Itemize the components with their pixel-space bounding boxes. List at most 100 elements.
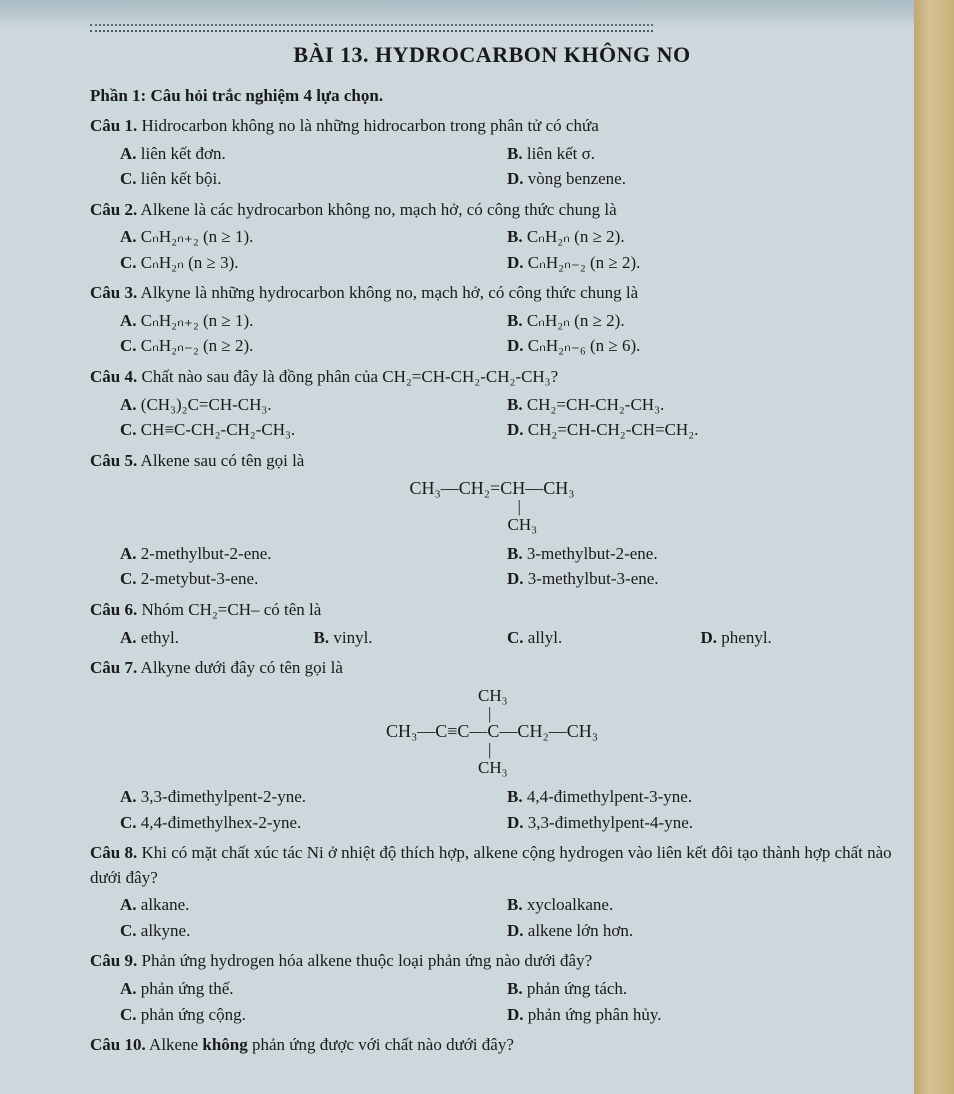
option-text: vinyl. <box>333 628 372 647</box>
option-text: CₙH₂ₙ₋₂ (n ≥ 2). <box>141 336 254 355</box>
chemical-structure: CH₃—CH₂=CH—CH₃ | CH₃ <box>90 479 894 535</box>
option-c: C. 2-metybut-3-ene. <box>120 566 507 592</box>
option-letter: D. <box>701 628 718 647</box>
option-c: C. allyl. <box>507 625 701 651</box>
option-a: A. phản ứng thế. <box>120 976 507 1002</box>
option-letter: C. <box>120 336 137 355</box>
option-letter: A. <box>120 144 137 163</box>
option-letter: D. <box>507 169 524 188</box>
structure-bond: | <box>488 705 598 723</box>
option-text: 3-methylbut-2-ene. <box>527 544 658 563</box>
option-letter: D. <box>507 569 524 588</box>
question-10: Câu 10. Alkene không phản ứng được với c… <box>90 1033 894 1058</box>
lesson-title: BÀI 13. HYDROCARBON KHÔNG NO <box>90 42 894 68</box>
option-text: CₙH₂ₙ (n ≥ 3). <box>141 253 239 272</box>
page-right-edge <box>914 0 954 1094</box>
question-text: Alkyne là những hydrocarbon không no, mạ… <box>137 283 638 302</box>
option-d: D. CₙH₂ₙ₋₆ (n ≥ 6). <box>507 333 894 359</box>
dotted-rule <box>90 30 653 32</box>
options: A. (CH₃)₂C=CH-CH₃. B. CH₂=CH-CH₂-CH₃. C.… <box>120 392 894 443</box>
option-text: phản ứng thế. <box>141 979 234 998</box>
option-text: liên kết bội. <box>141 169 222 188</box>
options: A. phản ứng thế. B. phản ứng tách. C. ph… <box>120 976 894 1027</box>
question-text: Phản ứng hydrogen hóa alkene thuộc loại … <box>137 951 592 970</box>
option-text: CH≡C-CH₂-CH₂-CH₃. <box>141 420 295 439</box>
question-3: Câu 3. Alkyne là những hydrocarbon không… <box>90 281 894 359</box>
option-a: A. 3,3-đimethylpent-2-yne. <box>120 784 507 810</box>
option-text: phản ứng phân hủy. <box>528 1005 662 1024</box>
option-text: alkyne. <box>141 921 191 940</box>
option-text: ethyl. <box>141 628 179 647</box>
option-text: alkane. <box>141 895 190 914</box>
option-text: 2-methylbut-2-ene. <box>141 544 272 563</box>
question-stem: Câu 4. Chất nào sau đây là đồng phân của… <box>90 365 894 390</box>
option-letter: D. <box>507 921 524 940</box>
question-text: Alkene là các hydrocarbon không no, mạch… <box>137 200 616 219</box>
question-9: Câu 9. Phản ứng hydrogen hóa alkene thuộ… <box>90 949 894 1027</box>
option-c: C. CₙH₂ₙ (n ≥ 3). <box>120 250 507 276</box>
option-c: C. CH≡C-CH₂-CH₂-CH₃. <box>120 417 507 443</box>
option-b: B. CH₂=CH-CH₂-CH₃. <box>507 392 894 418</box>
option-letter: D. <box>507 420 524 439</box>
question-text: Nhóm CH₂=CH– có tên là <box>137 600 321 619</box>
option-a: A. 2-methylbut-2-ene. <box>120 541 507 567</box>
question-label: Câu 3. <box>90 283 137 302</box>
option-letter: B. <box>507 787 523 806</box>
question-5: Câu 5. Alkene sau có tên gọi là CH₃—CH₂=… <box>90 449 894 592</box>
option-d: D. vòng benzene. <box>507 166 894 192</box>
option-a: A. ethyl. <box>120 625 314 651</box>
question-text-pre: Alkene <box>146 1035 203 1054</box>
question-text: Alkyne dưới đây có tên gọi là <box>137 658 343 677</box>
question-6: Câu 6. Nhóm CH₂=CH– có tên là A. ethyl. … <box>90 598 894 650</box>
option-a: A. (CH₃)₂C=CH-CH₃. <box>120 392 507 418</box>
option-c: C. phản ứng cộng. <box>120 1002 507 1028</box>
option-c: C. alkyne. <box>120 918 507 944</box>
option-b: B. phản ứng tách. <box>507 976 894 1002</box>
option-letter: B. <box>507 227 523 246</box>
structure-top-branch: CH₃ <box>478 687 598 705</box>
option-d: D. CH₂=CH-CH₂-CH=CH₂. <box>507 417 894 443</box>
option-text: CH₂=CH-CH₂-CH₃. <box>527 395 664 414</box>
question-stem: Câu 3. Alkyne là những hydrocarbon không… <box>90 281 894 306</box>
option-text: 3,3-đimethylpent-2-yne. <box>141 787 306 806</box>
option-text: CH₂=CH-CH₂-CH=CH₂. <box>528 420 699 439</box>
option-b: B. 4,4-đimethylpent-3-yne. <box>507 784 894 810</box>
option-letter: C. <box>120 420 137 439</box>
question-7: Câu 7. Alkyne dưới đây có tên gọi là CH₃… <box>90 656 894 835</box>
option-letter: B. <box>507 311 523 330</box>
option-text: liên kết σ. <box>527 144 595 163</box>
option-letter: C. <box>120 569 137 588</box>
option-letter: A. <box>120 628 137 647</box>
option-c: C. CₙH₂ₙ₋₂ (n ≥ 2). <box>120 333 507 359</box>
question-stem: Câu 6. Nhóm CH₂=CH– có tên là <box>90 598 894 623</box>
structure-branch: CH₃ <box>508 516 575 534</box>
option-letter: C. <box>507 628 524 647</box>
options: A. liên kết đơn. B. liên kết σ. C. liên … <box>120 141 894 192</box>
question-stem: Câu 5. Alkene sau có tên gọi là <box>90 449 894 474</box>
question-label: Câu 1. <box>90 116 137 135</box>
option-text: vòng benzene. <box>528 169 626 188</box>
option-letter: C. <box>120 813 137 832</box>
options: A. ethyl. B. vinyl. C. allyl. D. phenyl. <box>120 625 894 651</box>
option-text: (CH₃)₂C=CH-CH₃. <box>141 395 272 414</box>
question-label: Câu 2. <box>90 200 137 219</box>
document-page: BÀI 13. HYDROCARBON KHÔNG NO Phần 1: Câu… <box>0 0 954 1094</box>
question-label: Câu 10. <box>90 1035 146 1054</box>
option-d: D. phenyl. <box>701 625 895 651</box>
question-1: Câu 1. Hidrocarbon không no là những hid… <box>90 114 894 192</box>
question-2: Câu 2. Alkene là các hydrocarbon không n… <box>90 198 894 276</box>
question-label: Câu 7. <box>90 658 137 677</box>
option-text: CₙH₂ₙ (n ≥ 2). <box>527 311 625 330</box>
option-text: CₙH₂ₙ₋₆ (n ≥ 6). <box>528 336 641 355</box>
option-b: B. liên kết σ. <box>507 141 894 167</box>
option-d: D. 3,3-đimethylpent-4-yne. <box>507 810 894 836</box>
option-text: CₙH₂ₙ₊₂ (n ≥ 1). <box>141 311 254 330</box>
option-text: CₙH₂ₙ₋₂ (n ≥ 2). <box>528 253 641 272</box>
option-letter: C. <box>120 169 137 188</box>
option-text: phản ứng cộng. <box>141 1005 246 1024</box>
option-d: D. alkene lớn hơn. <box>507 918 894 944</box>
question-4: Câu 4. Chất nào sau đây là đồng phân của… <box>90 365 894 443</box>
question-label: Câu 4. <box>90 367 137 386</box>
question-8: Câu 8. Khi có mặt chất xúc tác Ni ở nhiệ… <box>90 841 894 943</box>
question-stem: Câu 2. Alkene là các hydrocarbon không n… <box>90 198 894 223</box>
